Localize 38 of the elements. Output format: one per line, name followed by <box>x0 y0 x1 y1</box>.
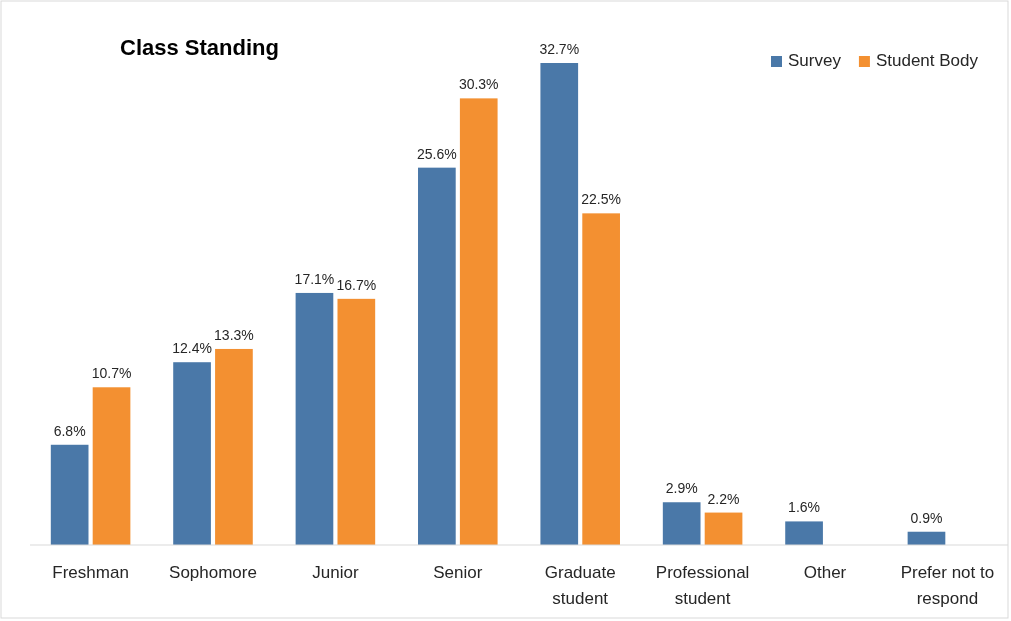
legend-label: Student Body <box>875 51 979 70</box>
data-label: 0.9% <box>910 509 943 526</box>
data-label: 13.3% <box>214 326 254 343</box>
chart-title: Class Standing <box>120 35 279 60</box>
data-label: 12.4% <box>172 340 212 357</box>
bar <box>540 63 579 545</box>
data-label: 1.6% <box>788 499 821 516</box>
bar <box>295 292 334 545</box>
bar <box>337 298 376 545</box>
x-tick-label: Freshman <box>52 563 129 582</box>
data-label: 16.7% <box>336 276 377 293</box>
data-label: 25.6% <box>417 145 457 162</box>
x-tick-label: Senior <box>433 563 483 582</box>
data-label: 30.3% <box>458 76 499 93</box>
data-label: 17.1% <box>294 270 335 287</box>
legend-label: Survey <box>788 51 842 70</box>
x-tick-label: Professional student <box>655 563 750 608</box>
bar <box>173 362 211 545</box>
x-tick-label: Graduate student <box>544 563 616 608</box>
x-tick-label: Junior <box>312 563 359 582</box>
data-label: 6.8% <box>53 422 86 439</box>
x-tick-label: Prefer not to respond <box>900 563 995 608</box>
data-label: 32.7% <box>539 41 580 57</box>
bar <box>662 502 701 545</box>
data-label: 22.5% <box>581 191 621 208</box>
bar <box>704 512 743 545</box>
bar <box>418 167 456 545</box>
data-label: 2.2% <box>707 490 740 507</box>
bar <box>92 387 131 545</box>
bar <box>459 98 498 545</box>
data-label: 10.7% <box>91 365 132 382</box>
bar <box>582 213 620 545</box>
x-tick-label: Sophomore <box>169 563 257 582</box>
bar <box>50 444 89 545</box>
x-tick-label: Other <box>803 563 847 582</box>
bar <box>785 521 823 545</box>
bar <box>215 348 253 545</box>
data-label: 2.9% <box>665 480 698 497</box>
